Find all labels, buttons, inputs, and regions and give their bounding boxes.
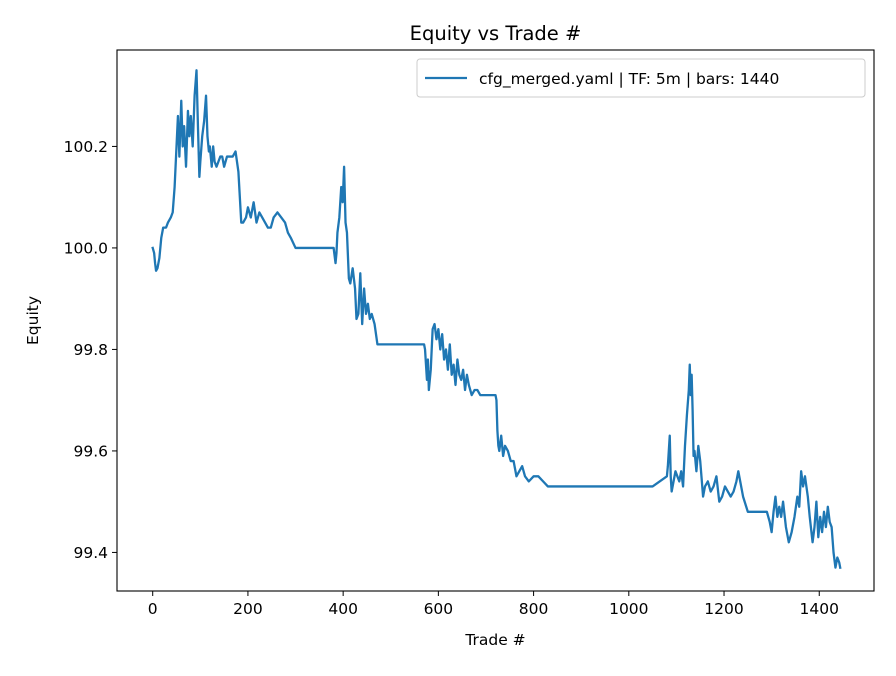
x-tick-label: 200 [233,600,263,618]
x-tick-label: 800 [519,600,549,618]
y-tick-label: 99.8 [73,341,108,359]
series-layer [151,69,842,569]
x-tick-label: 600 [424,600,454,618]
x-tick-label: 1400 [800,600,839,618]
x-tick-label: 1200 [704,600,743,618]
legend: cfg_merged.yaml | TF: 5m | bars: 1440 [416,58,866,98]
plot-area [116,49,875,592]
y-tick-label: 99.6 [73,442,108,460]
y-axis-label: Equity [24,296,42,345]
y-tick-label: 100.2 [64,138,108,156]
legend-label: cfg_merged.yaml | TF: 5m | bars: 1440 [479,70,779,89]
y-tick-label: 99.4 [73,544,108,562]
x-tick-label: 400 [328,600,358,618]
x-axis: 0 200 400 600 800 1000 1200 1400 [148,591,839,618]
legend-box [416,58,866,98]
y-tick-label: 100.0 [64,239,108,257]
plot-frame [116,49,875,592]
x-tick-label: 0 [148,600,158,618]
chart-title: Equity vs Trade # [410,22,582,45]
x-tick-label: 1000 [609,600,648,618]
y-axis: 99.4 99.6 99.8 100.0 100.2 [64,138,117,562]
series-line-0 [151,69,842,569]
x-axis-label: Trade # [464,631,525,649]
